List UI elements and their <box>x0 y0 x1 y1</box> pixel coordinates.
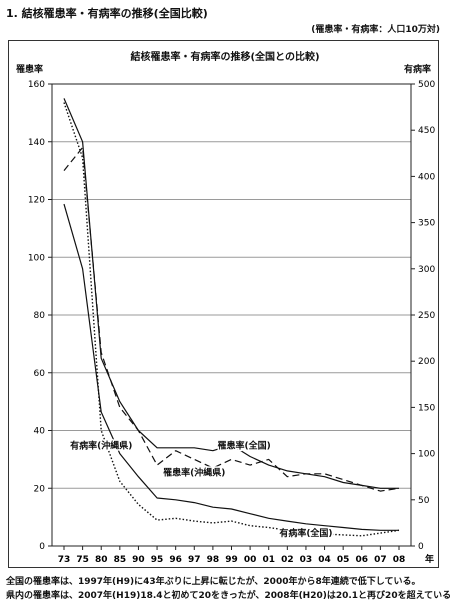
footnote-okinawa: 県内の罹患率は、2007年(H19)18.4と初めて20をきったが、2008年(… <box>6 591 450 601</box>
page-heading: 1. 結核罹患率・有病率の推移(全国比較) <box>6 7 208 20</box>
x-tick-label: 07 <box>374 555 387 565</box>
right-tick-label: 200 <box>418 357 435 367</box>
series-label-3: 有病率(全国) <box>279 527 332 539</box>
x-tick-label: 96 <box>169 555 182 565</box>
right-tick-label: 0 <box>418 542 424 552</box>
left-tick-label: 40 <box>34 427 46 437</box>
x-tick-label: 85 <box>114 555 127 565</box>
series-line-3 <box>63 203 399 531</box>
left-tick-label: 120 <box>28 196 45 206</box>
left-tick-label: 80 <box>34 311 46 321</box>
series-line-1 <box>63 98 399 489</box>
chart-title: 結核罹患率・有病率の推移(全国との比較) <box>130 52 320 63</box>
left-tick-label: 140 <box>28 138 45 148</box>
x-tick-label: 03 <box>300 555 313 565</box>
x-tick-label: 00 <box>244 555 257 565</box>
x-tick-label: 95 <box>151 555 164 565</box>
left-tick-label: 60 <box>34 369 46 379</box>
left-tick-label: 100 <box>28 253 45 263</box>
x-tick-label: 80 <box>95 555 108 565</box>
x-unit-label: 年 <box>425 553 434 565</box>
right-tick-label: 500 <box>418 80 435 90</box>
x-tick-label: 01 <box>262 555 275 565</box>
right-tick-label: 450 <box>418 126 435 136</box>
x-tick-label: 75 <box>76 555 89 565</box>
x-tick-label: 05 <box>337 555 350 565</box>
right-tick-label: 50 <box>418 496 430 506</box>
series-line-4 <box>63 102 400 537</box>
left-tick-label: 20 <box>34 484 46 494</box>
x-tick-label: 99 <box>225 555 238 565</box>
series-label-1: 罹患率(全国) <box>217 439 270 451</box>
right-tick-label: 350 <box>418 219 435 229</box>
right-tick-label: 400 <box>418 172 435 182</box>
left-tick-label: 0 <box>39 542 45 552</box>
left-tick-label: 160 <box>28 80 45 90</box>
x-tick-label: 04 <box>318 555 331 565</box>
x-tick-label: 98 <box>207 555 220 565</box>
x-tick-label: 08 <box>393 555 406 565</box>
x-tick-label: 06 <box>356 555 369 565</box>
unit-note: (罹患率・有病率：人口10万対) <box>311 25 440 35</box>
right-tick-label: 300 <box>418 265 435 275</box>
series-label-2: 罹患率(沖縄県) <box>163 466 225 478</box>
x-tick-label: 90 <box>132 555 145 565</box>
series-label-4: 有病率(沖縄県) <box>70 440 132 452</box>
chart-frame <box>8 40 439 568</box>
right-axis-title: 有病率 <box>404 65 432 75</box>
x-tick-label: 02 <box>281 555 294 565</box>
left-axis-title: 罹患率 <box>16 65 44 75</box>
x-tick-label: 97 <box>188 555 201 565</box>
footnote-national: 全国の罹患率は、1997年(H9)に43年ぶりに上昇に転じたが、2000年から8… <box>6 577 421 587</box>
right-tick-label: 150 <box>418 403 435 413</box>
x-tick-label: 73 <box>58 555 71 565</box>
right-tick-label: 100 <box>418 450 435 460</box>
right-tick-label: 250 <box>418 311 435 321</box>
